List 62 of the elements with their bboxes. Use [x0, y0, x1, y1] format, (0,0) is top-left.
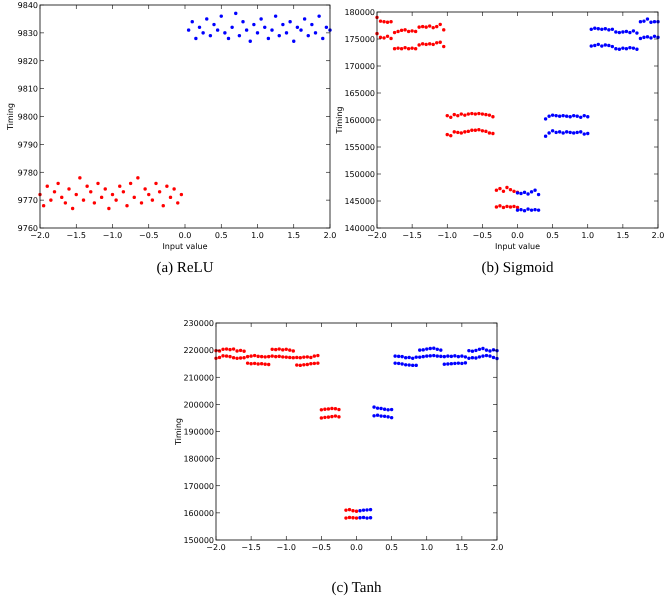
y-tick-label: 9790 [18, 140, 38, 150]
x-tick-label: 2.0 [652, 231, 664, 240]
x-tick-label: −1.0 [276, 543, 296, 552]
x-tick-label: −0.5 [312, 543, 332, 552]
text: (b) Sigmoid [481, 260, 554, 276]
y-tick-label: 160000 [344, 116, 375, 125]
y-axis-title: Timing [174, 418, 183, 446]
x-tick-label: 0.5 [214, 231, 228, 240]
x-tick-label: 0.0 [350, 543, 363, 552]
y-tick-label: 170000 [344, 62, 375, 71]
y-tick-label: 140000 [344, 224, 375, 233]
x-tick-label: −2.0 [367, 231, 387, 240]
text: (c) Tanh [332, 580, 382, 596]
x-tick-label: −2.0 [206, 543, 226, 552]
x-tick-label: −1.0 [102, 231, 122, 240]
x-tick-label: −1.0 [438, 231, 457, 240]
y-tick-label: 145000 [344, 197, 375, 206]
x-axis-title: Input value [494, 242, 540, 251]
x-tick-label: −1.5 [66, 231, 86, 240]
y-tick-label: 9810 [18, 84, 38, 94]
y-tick-label: 165000 [344, 89, 375, 98]
y-tick-label: 230000 [183, 319, 214, 328]
x-tick-label: 1.5 [616, 231, 630, 240]
x-tick-label: 0.5 [546, 231, 559, 240]
y-axis-title: Timing [335, 106, 344, 135]
text: (a) ReLU [156, 260, 214, 276]
x-tick-label: −1.5 [402, 231, 422, 240]
x-axis-title: Input value [162, 242, 208, 251]
y-tick-label: 150000 [344, 170, 375, 179]
x-tick-label: 2.0 [324, 231, 336, 240]
x-tick-label: 0.0 [178, 231, 192, 240]
x-tick-label: −0.5 [139, 231, 158, 240]
y-tick-label: 160000 [183, 508, 214, 518]
x-tick-label: 0.5 [385, 543, 398, 552]
y-tick-label: 155000 [344, 143, 375, 152]
y-tick-label: 9760 [18, 224, 38, 233]
y-tick-label: 9780 [18, 168, 38, 178]
y-tick-label: 9830 [18, 28, 38, 38]
x-tick-label: 1.0 [251, 231, 264, 240]
y-tick-label: 220000 [183, 346, 214, 356]
y-tick-label: 190000 [183, 428, 214, 436]
y-tick-label: 200000 [183, 400, 214, 410]
y-tick-label: 175000 [344, 35, 375, 44]
x-tick-label: 1.0 [581, 231, 594, 240]
x-tick-label: −0.5 [472, 231, 492, 240]
y-tick-label: 180000 [344, 8, 375, 17]
x-tick-label: 1.5 [456, 543, 468, 552]
y-tick-label: 9840 [18, 1, 38, 10]
y-tick-label: 9800 [18, 112, 38, 122]
y-tick-label: 9770 [18, 196, 38, 206]
y-tick-label: 150000 [183, 536, 214, 545]
x-tick-label: 2.0 [490, 543, 504, 552]
y-tick-label: 9820 [18, 56, 38, 66]
x-tick-label: −1.5 [241, 543, 261, 552]
x-tick-label: 1.0 [420, 543, 434, 552]
x-tick-label: 0.0 [511, 231, 524, 240]
y-axis-title: Timing [6, 102, 15, 132]
y-tick-label: 170000 [183, 482, 214, 491]
y-tick-label: 210000 [183, 373, 214, 382]
x-tick-label: 1.5 [287, 231, 300, 240]
x-tick-label: −2.0 [30, 231, 50, 240]
y-tick-label: 180000 [183, 454, 214, 464]
